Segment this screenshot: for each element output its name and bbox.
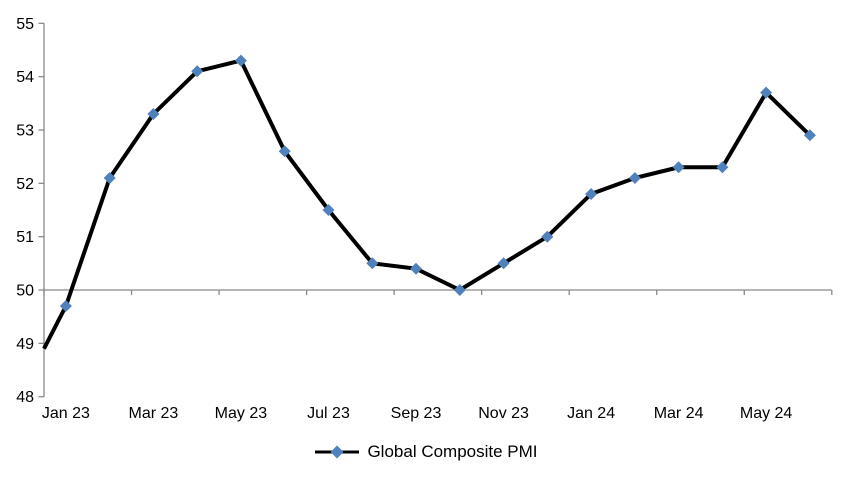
y-axis-label: 52 [16,176,34,193]
y-axis-label: 50 [16,283,34,300]
data-point-marker [366,257,379,270]
data-point-marker [760,86,773,99]
y-axis-label: 54 [16,69,34,86]
x-axis-label: Jan 23 [42,405,90,422]
data-point-marker [278,145,291,158]
data-point-marker [147,108,160,120]
y-axis-label: 49 [16,336,34,353]
y-axis-label: 53 [16,123,34,140]
x-axis-label: Mar 24 [654,405,704,422]
data-point-marker [59,300,72,312]
x-axis-label: Mar 23 [129,405,179,422]
data-point-marker [322,204,335,216]
x-axis-label: Jul 23 [307,405,350,422]
x-axis-label: Nov 23 [478,405,529,422]
pmi-series-line [42,58,812,350]
legend: Global Composite PMI [0,441,852,463]
legend-label: Global Composite PMI [367,442,538,461]
data-point-marker [191,65,204,78]
x-axis-label: Sep 23 [391,405,442,422]
data-point-marker [585,188,598,200]
y-axis-label: 55 [16,16,34,33]
data-point-marker [103,172,116,184]
y-axis-label: 48 [16,389,34,406]
y-axis-label: 51 [16,229,34,246]
data-point-marker [803,129,816,142]
x-axis-label: May 24 [740,405,793,422]
data-point-marker [628,172,641,184]
data-point-marker [716,161,729,174]
data-point-marker [541,230,554,243]
data-point-marker [234,54,247,67]
data-point-marker [497,257,510,270]
data-point-marker [410,262,422,275]
data-point-marker [453,284,466,296]
legend-diamond-icon [330,445,344,459]
x-axis-label: May 23 [215,405,268,422]
x-axis-label: Jan 24 [567,405,615,422]
legend-line-marker-icon [315,445,360,459]
data-point-marker [672,161,685,174]
